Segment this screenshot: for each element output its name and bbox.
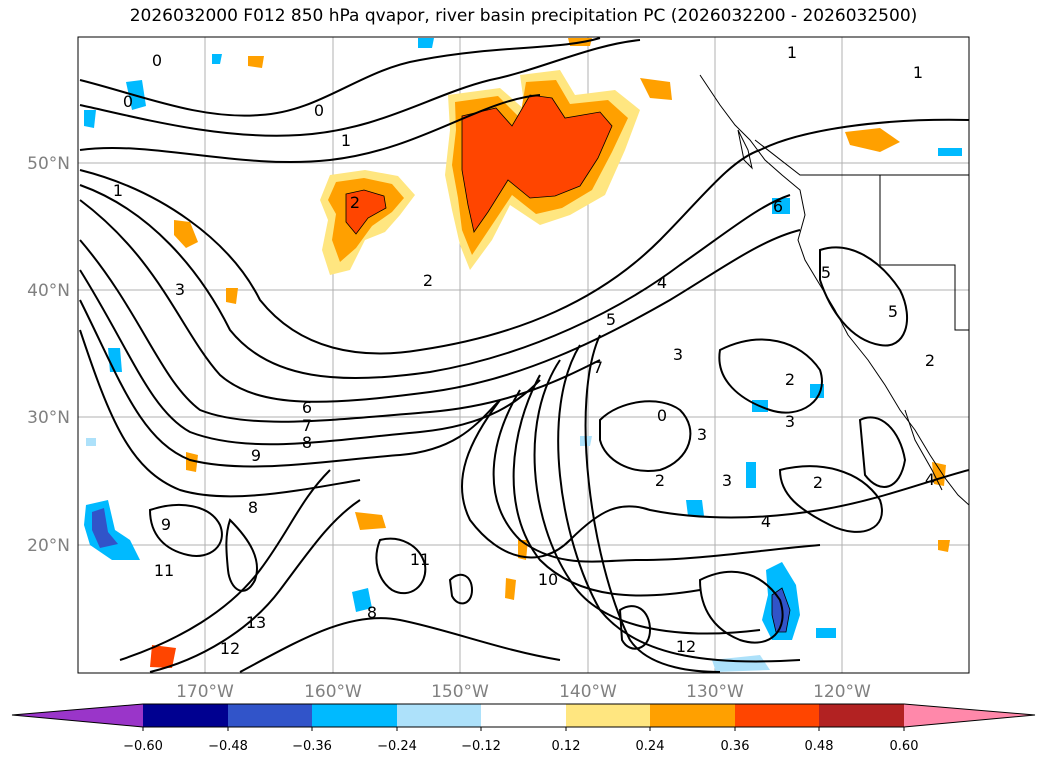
contour-label: 2 [350,193,360,212]
colorbar-tick-label: −0.48 [208,739,248,754]
colorbar-segment [650,704,735,727]
contour-label: 8 [367,603,377,622]
lat-label: 20°N [27,536,70,556]
colorbar-ticks [142,727,905,731]
contour-label: 3 [722,471,732,490]
colorbar-segment [566,704,650,727]
colorbar-segment [312,704,397,727]
contour-label: 3 [785,412,795,431]
contour-label: 5 [888,302,898,321]
lon-label: 140°W [559,682,617,702]
latitude-labels: 50°N 40°N 30°N 20°N [27,154,70,556]
contour-label: 1 [913,63,923,82]
colorbar-tick-label: 0.60 [890,739,919,754]
contour-label: 13 [246,613,266,632]
colorbar-segment [397,704,481,727]
contour-label: 11 [154,561,174,580]
contour-label: 5 [606,310,616,329]
contour-label: 6 [302,398,312,417]
lat-label: 50°N [27,154,70,174]
colorbar-extend-high [904,704,1035,727]
contour-label: 4 [761,512,771,531]
contour-label: 0 [152,51,162,70]
colorbar-tick-label: 0.24 [636,739,665,754]
contour-label: 0 [314,101,324,120]
colorbar: −0.60 −0.48 −0.36 −0.24 −0.12 0.12 0.24 … [11,703,1036,754]
contour-label: 3 [175,280,185,299]
contour-label: 2 [925,351,935,370]
precip-positive-patches [150,38,950,668]
colorbar-tick-label: 0.12 [552,739,581,754]
colorbar-segment [481,704,566,727]
contour-label: 4 [925,470,935,489]
lat-label: 30°N [27,408,70,428]
contour-label: 3 [697,425,707,444]
contour-label: 9 [161,515,171,534]
colorbar-segment [143,704,228,727]
lon-label: 130°W [686,682,744,702]
lon-label: 150°W [431,682,489,702]
contour-label: 12 [676,637,696,656]
contour-labels: 0 0 0 0 1 1 1 1 2 2 2 2 2 2 3 3 3 3 3 4 … [113,43,935,658]
contour-label: 2 [423,271,433,290]
contour-label: 1 [787,43,797,62]
colorbar-segment [228,704,312,727]
map-panel: 0 0 0 0 1 1 1 1 2 2 2 2 2 2 3 3 3 3 3 4 … [77,36,970,674]
contour-label: 10 [538,570,558,589]
precip-outlines [345,94,791,633]
longitude-labels: 170°W 160°W 150°W 140°W 130°W 120°W [176,682,871,702]
contour-label: 2 [655,471,665,490]
contour-label: 0 [657,406,667,425]
colorbar-tick-label: 0.48 [805,739,834,754]
lon-label: 120°W [813,682,871,702]
colorbar-tick-label: −0.60 [123,739,163,754]
map-frame [77,36,970,674]
contour-label: 1 [341,131,351,150]
colorbar-tick-label: −0.36 [292,739,332,754]
contour-label: 1 [113,181,123,200]
contour-label: 11 [410,550,430,569]
colorbar-extend-low [12,704,143,727]
contour-label: 7 [593,358,603,377]
contour-label: 2 [785,370,795,389]
qvapor-contours [79,37,969,673]
lat-label: 40°N [27,281,70,301]
contour-label: 0 [123,92,133,111]
contour-label: 7 [302,416,312,435]
contour-label: 6 [773,197,783,216]
contour-label: 4 [657,273,667,292]
colorbar-tick-label: −0.12 [461,739,501,754]
contour-label: 9 [251,446,261,465]
lon-label: 170°W [176,682,234,702]
chart-title: 2026032000 F012 850 hPa qvapor, river ba… [129,6,918,26]
contour-label: 2 [813,473,823,492]
lon-label: 160°W [304,682,362,702]
contour-label: 8 [248,498,258,517]
colorbar-tick-label: 0.36 [721,739,750,754]
contour-label: 5 [821,263,831,282]
colorbar-tick-label: −0.24 [377,739,417,754]
contour-label: 8 [302,433,312,452]
contour-label: 12 [220,639,240,658]
colorbar-segment [819,704,904,727]
contour-label: 3 [673,345,683,364]
colorbar-tick-labels: −0.60 −0.48 −0.36 −0.24 −0.12 0.12 0.24 … [123,739,918,754]
colorbar-segment [735,704,819,727]
